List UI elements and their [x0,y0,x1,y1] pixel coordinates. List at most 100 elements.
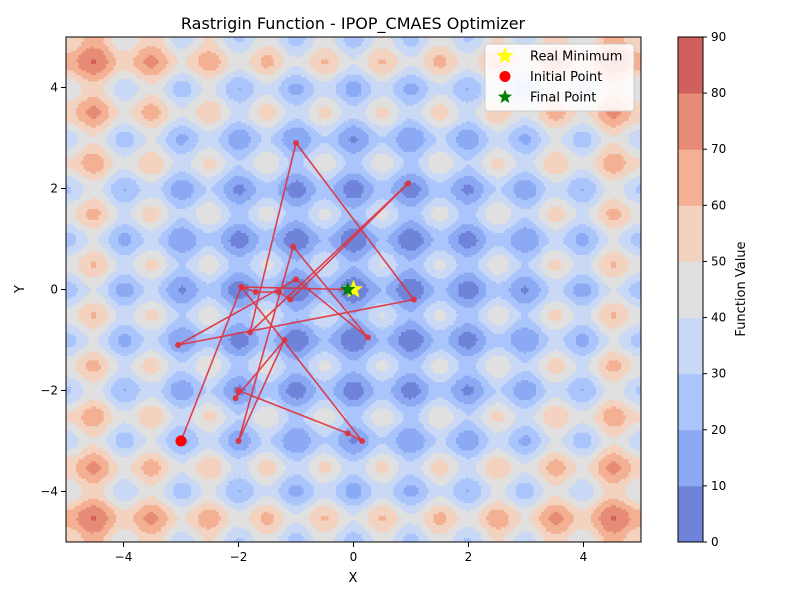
contour-cell [228,350,250,354]
contour-cell [83,401,105,405]
contour-cell [551,438,562,442]
contour-cell [483,386,495,389]
contour-cell [531,318,542,321]
contour-cell [611,451,617,455]
contour-cell [203,535,217,539]
contour-cell [546,280,570,284]
contour-cell [193,388,207,392]
contour-cell [503,375,515,378]
contour-cell [478,425,490,429]
contour-cell [448,528,460,532]
contour-cell [253,484,282,488]
contour-cell [546,293,567,297]
contour-cell [278,487,290,490]
contour-cell [411,397,427,400]
contour-cell [376,399,390,403]
contour-cell [138,375,165,378]
contour-cell [621,408,635,411]
contour-cell [346,394,362,398]
contour-cell [506,427,517,431]
contour-cell [458,287,480,291]
contour-cell [316,401,335,405]
contour-cell [448,364,460,367]
contour-cell [576,361,590,365]
contour-cell [608,462,620,466]
contour-cell [423,462,432,466]
contour-cell [358,318,370,321]
contour-cell [503,322,515,326]
contour-cell [423,289,435,293]
contour-cell [568,476,595,479]
contour-cell [421,390,430,394]
contour-cell [546,401,570,405]
contour-cell [338,348,350,352]
contour-cell [71,296,85,299]
contour-cell [133,436,147,440]
contour-cell [228,482,252,486]
contour-cell [563,462,577,466]
contour-cell [433,460,447,464]
contour-cell [308,465,320,468]
contour-cell [66,401,72,405]
contour-cell [361,278,372,282]
contour-cell [106,307,115,310]
contour-cell [588,480,600,484]
contour-cell [398,434,425,438]
contour-cell [248,465,260,468]
contour-cell [156,425,167,429]
contour-cell [533,487,545,490]
contour-cell [101,454,112,457]
contour-cell [286,293,310,297]
contour-cell [461,478,475,482]
contour-cell [166,533,175,537]
contour-cell [483,346,495,350]
contour-cell [516,346,537,350]
contour-cell [538,340,550,343]
contour-cell [451,401,465,405]
contour-cell [298,309,312,313]
contour-cell [571,320,595,324]
contour-cell [428,456,455,460]
contour-cell [566,342,577,345]
contour-cell [396,397,410,400]
contour-cell [191,416,205,420]
contour-cell [193,421,225,425]
contour-cell [111,421,125,425]
contour-cell [483,478,515,482]
contour-cell [418,456,430,460]
contour-cell [493,304,502,308]
contour-cell [243,386,257,389]
contour-cell [103,535,115,539]
contour-cell [508,522,520,526]
contour-cell [231,528,250,532]
contour-cell [346,533,362,537]
contour-cell [313,403,337,407]
contour-cell [81,414,105,418]
contour-cell [73,454,87,457]
contour-cell [96,405,110,409]
contour-cell [306,271,317,275]
contour-cell [373,500,392,504]
contour-cell [433,326,447,330]
contour-cell [358,397,370,400]
contour-cell [171,506,195,510]
contour-cell [66,524,82,528]
contour-cell [203,346,215,350]
contour-cell [66,342,77,345]
contour-cell [88,291,100,295]
contour-cell [428,491,455,495]
contour-cell [596,390,605,394]
contour-cell [338,359,370,363]
contour-cell [163,392,172,396]
contour-cell [593,329,602,332]
contour-cell [301,473,312,477]
contour-cell [433,311,447,315]
contour-cell [541,318,552,321]
contour-cell [431,445,450,449]
contour-cell [538,350,550,354]
contour-cell [541,379,550,383]
contour-cell [448,274,460,277]
contour-cell [633,333,641,337]
contour-cell [431,344,452,348]
contour-cell [168,408,197,411]
